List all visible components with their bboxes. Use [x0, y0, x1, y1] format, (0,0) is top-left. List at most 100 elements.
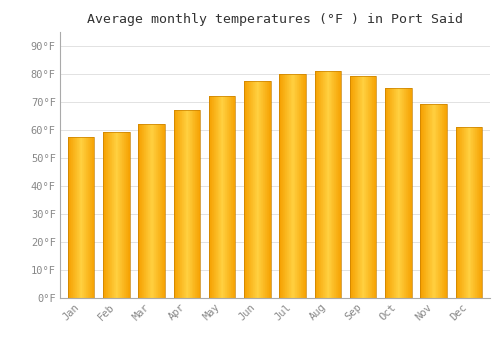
Bar — [178, 110, 179, 298]
Bar — [444, 104, 445, 298]
Bar — [224, 96, 225, 298]
Bar — [175, 110, 176, 298]
Bar — [254, 80, 256, 298]
Bar — [252, 80, 253, 298]
Bar — [475, 127, 476, 298]
Bar — [323, 71, 324, 297]
Bar — [215, 96, 216, 298]
Bar — [404, 88, 405, 298]
Bar — [335, 71, 336, 297]
Bar — [119, 132, 120, 298]
Bar — [144, 124, 145, 298]
Bar — [90, 136, 91, 298]
Bar — [392, 88, 393, 298]
Bar — [156, 124, 157, 298]
Bar — [435, 104, 436, 298]
Bar — [232, 96, 234, 298]
Bar — [72, 136, 73, 298]
Bar — [292, 74, 294, 298]
Bar — [403, 88, 404, 298]
Bar — [437, 104, 438, 298]
Bar — [250, 80, 251, 298]
Bar — [198, 110, 199, 298]
Bar — [76, 136, 77, 298]
Bar — [121, 132, 122, 298]
Bar — [188, 110, 189, 298]
Bar — [249, 80, 250, 298]
Bar — [303, 74, 304, 298]
Bar — [300, 74, 301, 298]
Bar — [368, 76, 369, 298]
Bar — [266, 80, 268, 298]
Bar — [334, 71, 335, 297]
Bar — [465, 127, 466, 298]
Bar — [221, 96, 222, 298]
Bar — [338, 71, 339, 297]
Bar — [420, 104, 421, 298]
Bar — [330, 71, 331, 297]
Bar — [138, 124, 139, 298]
Bar — [210, 96, 211, 298]
Bar — [189, 110, 190, 298]
Bar — [191, 110, 192, 298]
Bar — [226, 96, 227, 298]
Bar — [113, 132, 114, 298]
Bar — [262, 80, 264, 298]
Bar — [428, 104, 429, 298]
Bar — [197, 110, 198, 298]
Bar — [176, 110, 177, 298]
Bar — [244, 80, 245, 298]
Bar — [74, 136, 75, 298]
Bar — [314, 71, 341, 297]
Bar — [359, 76, 360, 298]
Bar — [477, 127, 478, 298]
Bar — [427, 104, 428, 298]
Bar — [385, 88, 411, 298]
Bar — [397, 88, 398, 298]
Bar — [109, 132, 110, 298]
Bar — [340, 71, 341, 297]
Bar — [339, 71, 340, 297]
Bar — [217, 96, 218, 298]
Bar — [73, 136, 74, 298]
Bar — [405, 88, 406, 298]
Bar — [199, 110, 200, 298]
Bar — [142, 124, 143, 298]
Bar — [230, 96, 232, 298]
Bar — [290, 74, 292, 298]
Bar — [126, 132, 127, 298]
Title: Average monthly temperatures (°F ) in Port Said: Average monthly temperatures (°F ) in Po… — [87, 13, 463, 26]
Bar — [177, 110, 178, 298]
Bar — [148, 124, 149, 298]
Bar — [187, 110, 188, 298]
Bar — [186, 110, 187, 298]
Bar — [370, 76, 371, 298]
Bar — [83, 136, 84, 298]
Bar — [93, 136, 94, 298]
Bar — [258, 80, 260, 298]
Bar — [385, 88, 386, 298]
Bar — [351, 76, 352, 298]
Bar — [410, 88, 411, 298]
Bar — [439, 104, 440, 298]
Bar — [299, 74, 300, 298]
Bar — [396, 88, 397, 298]
Bar — [325, 71, 326, 297]
Bar — [369, 76, 370, 298]
Bar — [71, 136, 72, 298]
Bar — [280, 74, 281, 298]
Bar — [125, 132, 126, 298]
Bar — [107, 132, 108, 298]
Bar — [320, 71, 322, 297]
Bar — [70, 136, 71, 298]
Bar — [248, 80, 249, 298]
Bar — [209, 96, 210, 298]
Bar — [294, 74, 296, 298]
Bar — [106, 132, 107, 298]
Bar — [352, 76, 353, 298]
Bar — [91, 136, 92, 298]
Bar — [149, 124, 150, 298]
Bar — [433, 104, 434, 298]
Bar — [360, 76, 361, 298]
Bar — [329, 71, 330, 297]
